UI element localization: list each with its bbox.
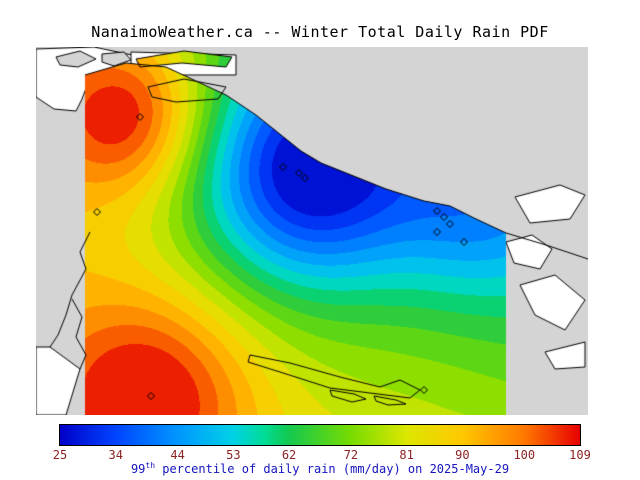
page-title: NanaimoWeather.ca -- Winter Total Daily … bbox=[91, 23, 549, 41]
caption-value: 99 bbox=[130, 462, 146, 476]
tick-label: 72 bbox=[343, 448, 359, 462]
tick-label: 62 bbox=[281, 448, 297, 462]
tick-label: 25 bbox=[52, 448, 68, 462]
tick-label: 44 bbox=[170, 448, 185, 462]
tick-label: 109 bbox=[569, 448, 591, 462]
colorbar-ticks: 25 34 44 53 62 72 81 90 100 109 bbox=[53, 448, 591, 462]
caption-superscript: th bbox=[145, 461, 156, 470]
rain-contour-canvas bbox=[36, 47, 588, 415]
colorbar-gradient bbox=[59, 424, 581, 446]
tick-label: 90 bbox=[455, 448, 470, 462]
caption-text: percentile of daily rain (mm/day) on 202… bbox=[155, 462, 510, 476]
tick-label: 34 bbox=[108, 448, 123, 462]
colorbar-caption: 99th percentile of daily rain (mm/day) o… bbox=[0, 461, 640, 476]
tick-label: 100 bbox=[513, 448, 536, 462]
rain-map bbox=[36, 47, 588, 415]
tick-label: 53 bbox=[226, 448, 241, 462]
tick-label: 81 bbox=[399, 448, 414, 462]
